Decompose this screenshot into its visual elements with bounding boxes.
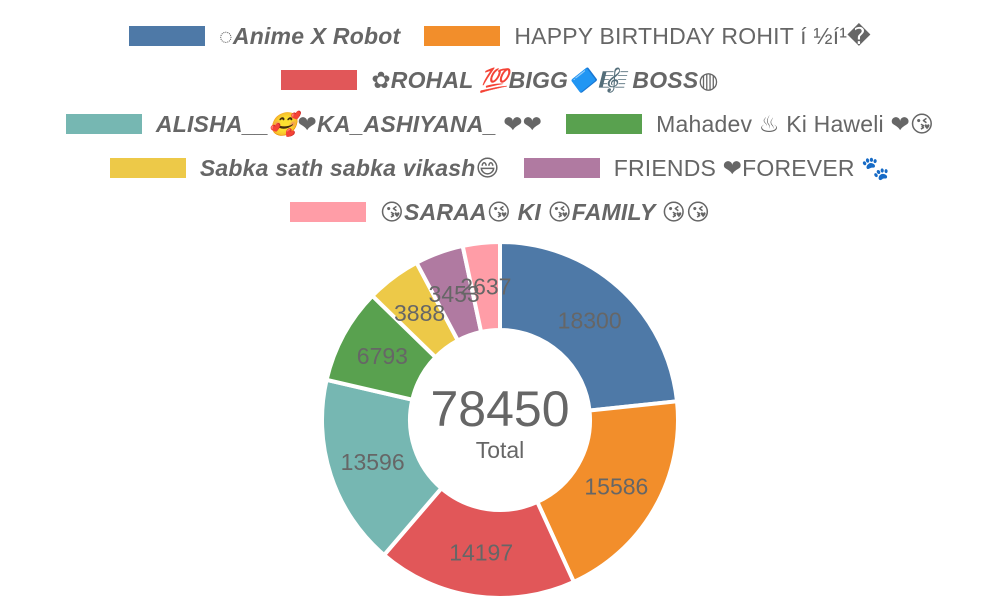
legend-label: 😘SARAA😘 KI 😘FAMILY 😘😘 bbox=[379, 198, 711, 225]
doughnut-slice[interactable] bbox=[320, 377, 445, 558]
legend-item[interactable]: ◌Anime X Robot bbox=[129, 23, 400, 50]
legend-swatch bbox=[424, 26, 501, 46]
legend-label: FRIENDS ❤FOREVER 🐾 bbox=[613, 154, 891, 181]
legend-item[interactable]: FRIENDS ❤FOREVER 🐾 bbox=[523, 154, 891, 182]
legend-label: Mahadev ♨ Ki Haweli ❤😘 bbox=[656, 110, 935, 137]
legend-item[interactable]: HAPPY BIRTHDAY ROHIT í ½í¹� bbox=[424, 23, 871, 50]
slice-value-label: 3453 bbox=[429, 281, 480, 307]
slice-value-label: 3888 bbox=[394, 300, 445, 326]
slice-value-label: 13596 bbox=[341, 449, 405, 475]
doughnut-slice[interactable] bbox=[460, 239, 502, 335]
legend-swatch bbox=[109, 158, 186, 178]
legend-swatch bbox=[129, 26, 206, 46]
legend-row: ◌Anime X Robot HAPPY BIRTHDAY ROHIT í ½í¹… bbox=[0, 14, 1000, 58]
doughnut-slice[interactable] bbox=[381, 485, 577, 600]
legend-label: Sabka sath sabka vikash😄 bbox=[199, 154, 500, 181]
legend-swatch bbox=[289, 202, 366, 222]
legend-label: HAPPY BIRTHDAY ROHIT í ½í¹� bbox=[514, 22, 871, 49]
legend-item[interactable]: ALISHA__🥰❤KA_ASHIYANA_ ❤❤ bbox=[65, 110, 543, 138]
legend-swatch bbox=[566, 114, 643, 134]
legend-row: 😘SARAA😘 KI 😘FAMILY 😘😘 bbox=[0, 190, 1000, 234]
doughnut-slice[interactable] bbox=[498, 239, 680, 413]
legend-row: ALISHA__🥰❤KA_ASHIYANA_ ❤❤ Mahadev ♨ Ki Ha… bbox=[0, 102, 1000, 146]
total-value: 78450 bbox=[430, 381, 569, 437]
slice-value-label: 6793 bbox=[357, 343, 408, 369]
chart-legend: ◌Anime X Robot HAPPY BIRTHDAY ROHIT í ½í¹… bbox=[0, 14, 1000, 234]
legend-row: Sabka sath sabka vikash😄 FRIENDS ❤FOREVER… bbox=[0, 146, 1000, 190]
legend-swatch bbox=[281, 70, 358, 90]
legend-item[interactable]: ✿ROHAL 💯BIGG🔷🎼 BOSS◍ bbox=[281, 67, 718, 94]
legend-label: ALISHA__🥰❤KA_ASHIYANA_ ❤❤ bbox=[155, 110, 543, 137]
slice-value-label: 2637 bbox=[460, 274, 511, 300]
legend-row: ✿ROHAL 💯BIGG🔷🎼 BOSS◍ bbox=[0, 58, 1000, 102]
legend-item[interactable]: Sabka sath sabka vikash😄 bbox=[109, 154, 500, 182]
legend-label: ◌Anime X Robot bbox=[219, 22, 401, 49]
doughnut-slice[interactable] bbox=[534, 399, 680, 585]
slice-value-label: 14197 bbox=[449, 540, 513, 566]
slice-value-label: 18300 bbox=[558, 307, 622, 333]
total-label: Total bbox=[476, 437, 525, 463]
legend-item[interactable]: Mahadev ♨ Ki Haweli ❤😘 bbox=[566, 111, 934, 138]
legend-label: ✿ROHAL 💯BIGG🔷🎼 BOSS◍ bbox=[371, 66, 719, 93]
legend-swatch bbox=[65, 114, 142, 134]
slice-value-label: 15586 bbox=[584, 473, 648, 499]
legend-item[interactable]: 😘SARAA😘 KI 😘FAMILY 😘😘 bbox=[289, 198, 711, 226]
legend-swatch bbox=[523, 158, 600, 178]
doughnut-slices bbox=[320, 239, 680, 600]
